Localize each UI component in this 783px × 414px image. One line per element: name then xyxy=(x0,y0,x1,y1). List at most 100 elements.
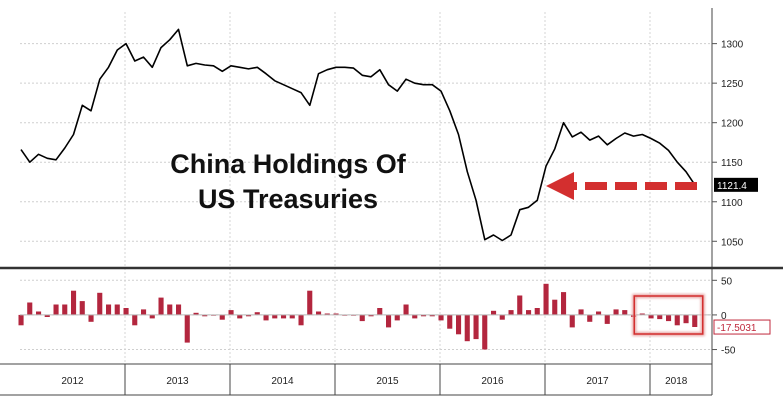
change-bar xyxy=(184,314,190,343)
change-bar xyxy=(141,309,147,315)
change-bar xyxy=(412,314,418,319)
x-tick-label: 2016 xyxy=(481,376,504,387)
change-bar xyxy=(88,314,94,322)
change-bar xyxy=(44,314,50,317)
change-bar xyxy=(149,314,155,319)
change-bar xyxy=(447,314,453,329)
change-bar xyxy=(508,310,514,315)
chart-title-line-2: US Treasuries xyxy=(198,184,378,214)
y-tick-label: -50 xyxy=(721,346,736,357)
arrow-head xyxy=(546,172,574,200)
x-tick-label: 2015 xyxy=(376,376,399,387)
change-bar xyxy=(456,314,462,335)
change-bar xyxy=(97,292,103,315)
change-bar xyxy=(167,304,173,315)
x-tick-label: 2014 xyxy=(271,376,294,387)
change-bar xyxy=(193,312,199,315)
change-bar xyxy=(639,313,645,315)
x-tick-label: 2018 xyxy=(665,376,688,387)
chart-title-line-1: China Holdings Of xyxy=(170,149,406,179)
change-bar xyxy=(53,304,59,315)
change-bar xyxy=(552,299,558,315)
change-bar xyxy=(622,310,628,315)
change-bar xyxy=(526,310,532,315)
change-bar xyxy=(316,311,322,315)
change-bar xyxy=(36,311,42,315)
y-tick-label: 1200 xyxy=(721,119,744,130)
y-tick-label: 0 xyxy=(721,311,727,322)
change-bar xyxy=(27,302,33,315)
y-tick-label: 1050 xyxy=(721,237,744,248)
y-tick-label: 50 xyxy=(721,276,733,287)
change-bar xyxy=(281,314,287,319)
y-tick-label: 1150 xyxy=(721,158,743,169)
last-change-box xyxy=(713,319,771,335)
change-bar xyxy=(587,314,593,322)
change-bar xyxy=(62,304,68,315)
change-bar xyxy=(674,314,680,326)
change-bar xyxy=(421,314,427,317)
change-bar xyxy=(237,314,243,319)
x-axis: 2012 2013 2014 2015 2016 2017 2018 xyxy=(61,364,688,395)
change-bar xyxy=(657,314,663,320)
x-tick-label: 2013 xyxy=(166,376,189,387)
change-bar xyxy=(263,314,269,321)
change-bar xyxy=(333,313,339,315)
change-bar xyxy=(613,309,619,315)
change-bar xyxy=(464,314,470,342)
change-bar xyxy=(202,314,208,317)
change-bar xyxy=(298,314,304,326)
change-bar xyxy=(106,304,112,315)
change-bar xyxy=(377,308,383,315)
change-bar xyxy=(368,314,374,317)
last-value-label: 1121.4 xyxy=(717,181,747,192)
last-change-label: -17.5031 xyxy=(717,323,757,334)
change-bar xyxy=(482,314,488,350)
change-bar xyxy=(604,314,610,324)
x-tick-label: 2012 xyxy=(61,376,84,387)
change-bar xyxy=(683,314,689,324)
change-bar xyxy=(394,314,400,321)
change-bar xyxy=(272,314,278,319)
last-value-box xyxy=(714,177,758,192)
change-bar xyxy=(132,314,138,326)
change-bar xyxy=(176,304,182,315)
highlight-box xyxy=(633,295,704,335)
change-bar xyxy=(429,314,435,317)
change-bar xyxy=(491,310,497,315)
change-bar xyxy=(307,290,313,315)
change-bar xyxy=(534,308,540,315)
x-tick-label: 2017 xyxy=(586,376,609,387)
change-bar xyxy=(438,314,444,321)
change-bar xyxy=(499,314,505,320)
change-bar xyxy=(569,314,575,328)
change-bar xyxy=(543,283,549,315)
change-bar xyxy=(254,312,260,315)
change-bar xyxy=(578,309,584,315)
change-bar xyxy=(473,314,479,340)
change-bar xyxy=(71,290,77,315)
change-bar xyxy=(289,314,295,319)
change-panel: 50 0 -50 -17.5031 xyxy=(18,276,771,357)
change-bar xyxy=(386,314,392,328)
change-bar xyxy=(219,314,225,320)
change-bar xyxy=(596,311,602,315)
change-bar xyxy=(359,314,365,322)
y-tick-label: 1100 xyxy=(721,198,743,209)
change-bar xyxy=(561,292,567,315)
change-bar xyxy=(324,313,330,315)
holdings-panel: 1050 1100 1150 1200 1250 1300 1121.4 xyxy=(20,28,758,248)
holdings-line xyxy=(20,28,696,242)
change-bar xyxy=(648,314,654,319)
change-bar xyxy=(123,308,129,315)
change-bar xyxy=(18,314,24,326)
y-tick-label: 1300 xyxy=(721,40,744,51)
change-bar xyxy=(114,304,120,315)
change-bar xyxy=(228,310,234,315)
change-bar xyxy=(79,301,85,315)
change-bar xyxy=(692,314,698,327)
change-bar xyxy=(158,297,164,315)
change-bar xyxy=(666,314,672,322)
